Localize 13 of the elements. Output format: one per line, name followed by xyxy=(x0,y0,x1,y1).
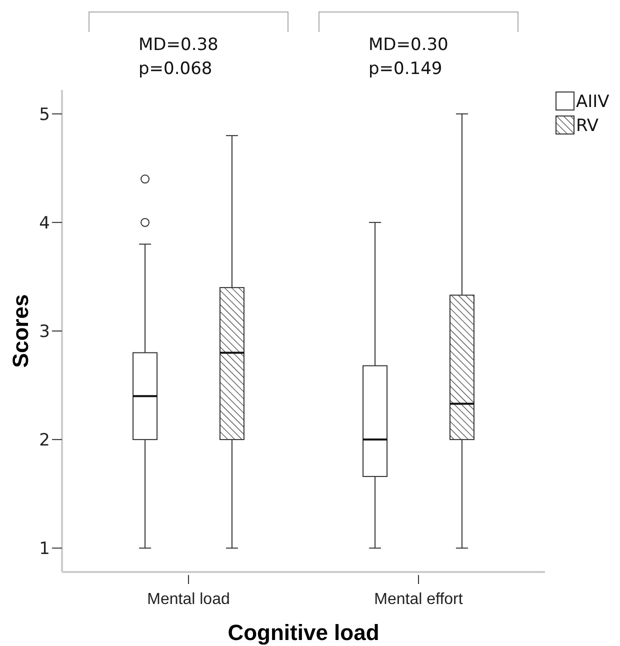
legend-label: AIIV xyxy=(576,92,610,112)
x-tick-label: Mental load xyxy=(147,591,230,608)
y-tick-label: 1 xyxy=(39,539,50,560)
legend-label: RV xyxy=(576,116,599,136)
x-axis-title: Cognitive load xyxy=(228,620,380,645)
y-tick-label: 4 xyxy=(39,213,50,234)
y-tick-label: 5 xyxy=(39,104,50,125)
x-tick-label: Mental effort xyxy=(374,591,464,608)
text: MD=0.30 p=0.149 xyxy=(368,35,448,79)
y-tick-label: 2 xyxy=(39,430,50,451)
y-axis-title: Scores xyxy=(8,294,33,368)
y-tick-label: 3 xyxy=(39,322,50,342)
text: MD=0.38 p=0.068 xyxy=(138,35,218,79)
